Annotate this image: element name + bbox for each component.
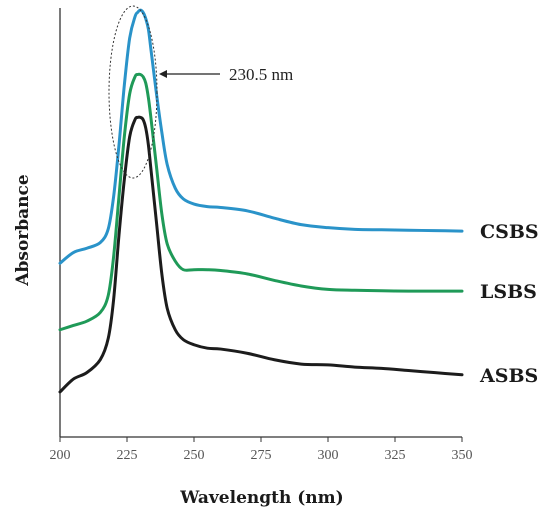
x-tick-label: 300 <box>318 448 339 463</box>
series-label-csbs: CSBS <box>480 221 539 243</box>
x-tick-label: 275 <box>251 448 272 463</box>
series-curves <box>58 8 464 394</box>
series-line-asbs <box>58 115 464 394</box>
x-tick-label: 200 <box>50 448 71 463</box>
annotation-arrowhead <box>159 70 167 78</box>
peak-annotation-label: 230.5 nm <box>229 65 293 84</box>
series-label-lsbs: LSBS <box>480 281 537 303</box>
series-line-csbs <box>58 8 464 265</box>
x-tick-label: 325 <box>385 448 406 463</box>
peak-highlight-ellipse <box>108 5 158 179</box>
x-tick-label: 225 <box>117 448 138 463</box>
x-axis-ticks: 200 225 250 275 300 325 350 <box>50 437 473 463</box>
x-tick-label: 350 <box>452 448 473 463</box>
y-axis-title: Absorbance <box>13 174 33 287</box>
x-tick-label: 250 <box>184 448 205 463</box>
series-labels: CSBS LSBS ASBS <box>479 221 539 387</box>
series-line-lsbs <box>58 72 464 332</box>
x-axis-title: Wavelength (nm) <box>179 488 343 508</box>
series-label-asbs: ASBS <box>479 365 538 387</box>
